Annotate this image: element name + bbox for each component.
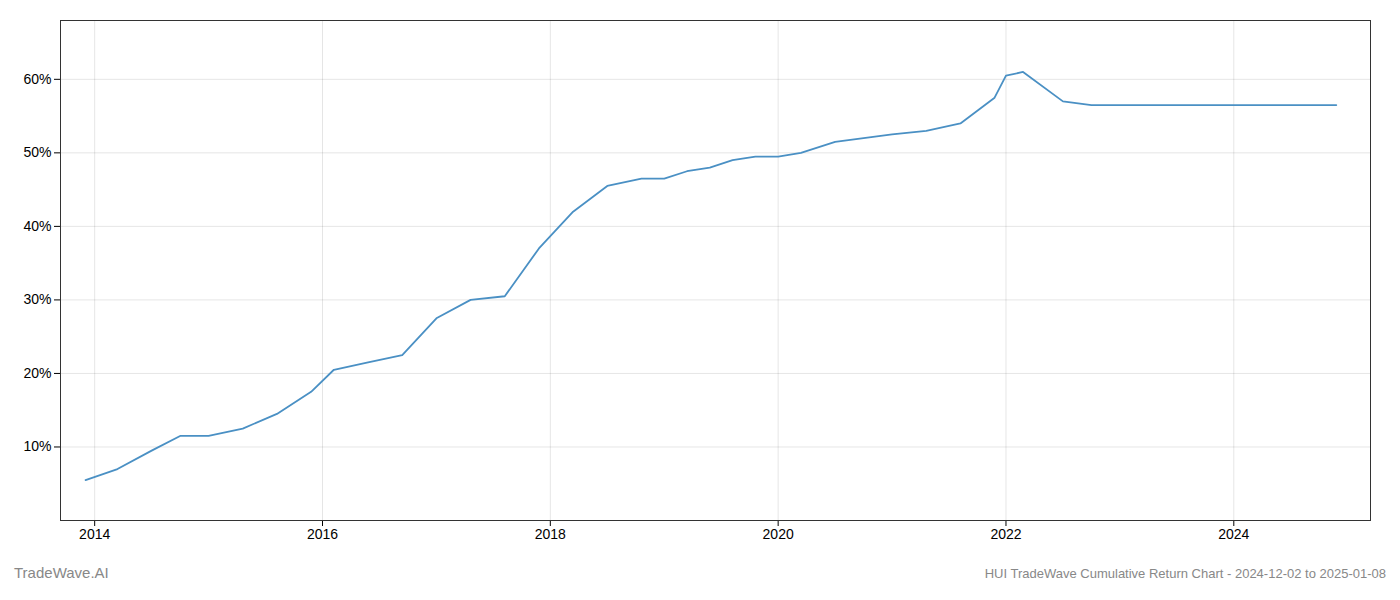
svg-text:40%: 40%	[23, 218, 51, 234]
svg-text:2018: 2018	[535, 526, 566, 542]
svg-text:20%: 20%	[23, 365, 51, 381]
svg-text:2024: 2024	[1218, 526, 1249, 542]
svg-text:60%: 60%	[23, 71, 51, 87]
svg-text:30%: 30%	[23, 291, 51, 307]
svg-text:2020: 2020	[763, 526, 794, 542]
svg-text:10%: 10%	[23, 438, 51, 454]
html-text:HUI TradeWave Cumulative Retur: HUI TradeWave Cumulative Return Chart - …	[984, 566, 1386, 581]
svg-text:2022: 2022	[990, 526, 1021, 542]
svg-text:2014: 2014	[79, 526, 110, 542]
html-text:TradeWave.AI: TradeWave.AI	[14, 564, 109, 581]
svg-text:50%: 50%	[23, 144, 51, 160]
svg-text:2016: 2016	[307, 526, 338, 542]
